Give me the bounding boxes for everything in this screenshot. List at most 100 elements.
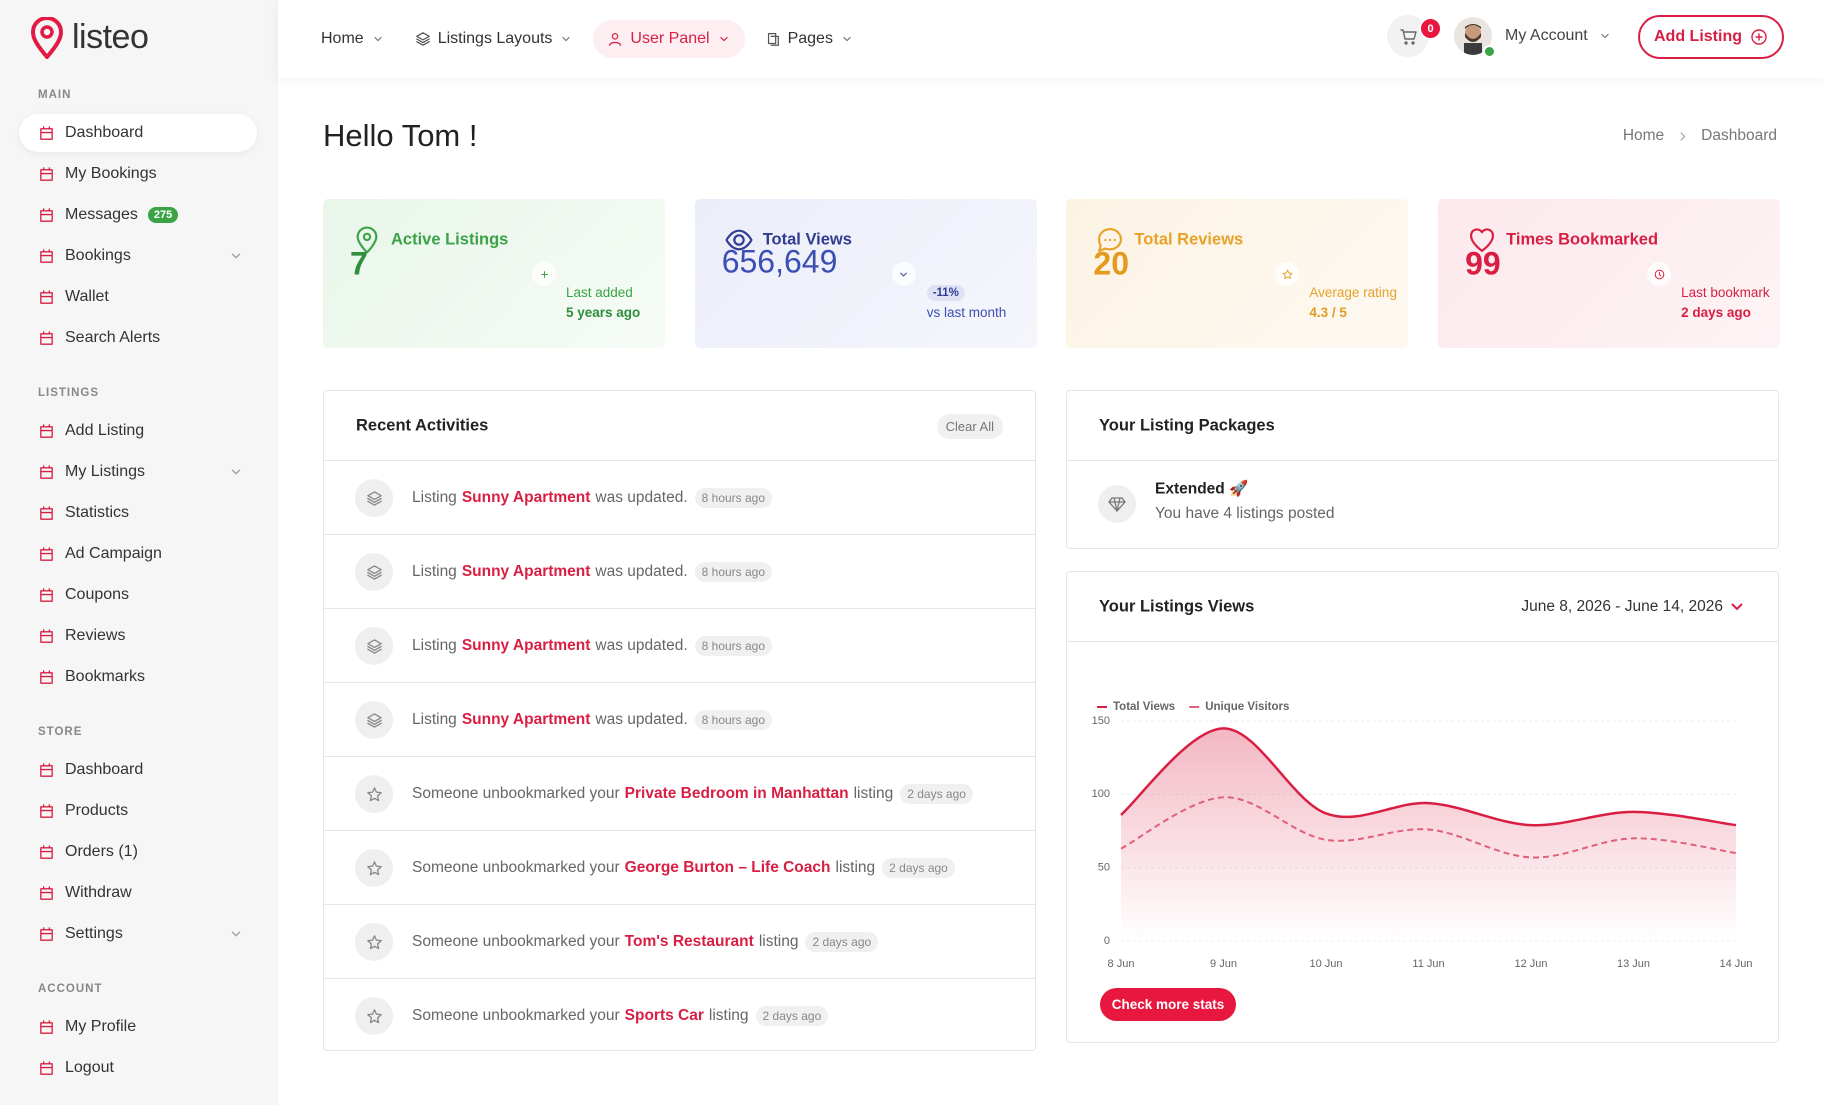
sidebar-item[interactable]: My Profile [38,1018,136,1036]
sidebar-item[interactable]: My Listings [38,463,145,481]
sidebar-item[interactable]: Withdraw [38,884,132,902]
breadcrumb-item[interactable]: Home [1622,127,1665,144]
sidebar-label: Statistics [65,504,130,521]
page-title: Hello Tom ! [323,118,478,153]
icon-part [40,207,53,222]
stat-note-label: Last bookmark [1681,285,1770,300]
sidebar-item[interactable]: Reviews [38,627,125,645]
divider [1067,641,1778,642]
icon-part [1465,25,1481,41]
activity-icon [355,553,393,591]
x-tick-label: 14 Jun [1719,958,1752,970]
icon [228,464,244,480]
icon-part [40,166,53,181]
sidebar-item[interactable]: Statistics [38,504,129,522]
icon-part [40,762,53,777]
activity-prefix: Someone unbookmarked your [412,933,620,950]
activity-time: 2 days ago [805,932,879,952]
account-menu[interactable]: My Account [1505,27,1612,45]
nav-item[interactable]: Listings Layouts [415,30,574,48]
activity-link[interactable]: Private Bedroom in Manhattan [624,785,849,802]
activity-row: Someone unbookmarked your Sports Car listi… [324,978,1035,1052]
icon-part [40,125,53,140]
icon [366,712,383,729]
activity-time: 8 hours ago [694,636,773,656]
sidebar-item[interactable]: Settings [38,925,123,943]
line [1120,727,1737,827]
account-label: My Account [1505,27,1588,44]
icon-part [719,36,728,42]
badge: 275 [147,207,179,223]
icon-part [366,786,382,801]
icon [38,1060,55,1077]
activity-link[interactable]: Sunny Apartment [461,711,591,728]
activity-link[interactable]: Tom's Restaurant [624,933,754,950]
sidebar-label: Withdraw [65,884,132,901]
icon-part [40,505,53,520]
activity-link[interactable]: Sports Car [624,1007,704,1024]
activity-link[interactable]: George Burton – Life Coach [624,859,831,876]
icon [1096,226,1124,254]
icon-part [366,934,382,949]
sidebar-item[interactable]: Logout [38,1059,114,1077]
icon [38,166,55,183]
clear-all-button[interactable]: Clear All [936,414,1003,439]
activity-time: 2 days ago [900,784,973,804]
sidebar-item[interactable]: Orders (1) [38,843,138,861]
sidebar-item[interactable]: Products [38,802,128,820]
brand-name[interactable]: listeo [72,18,149,56]
activity-text: Listing Sunny Apartment was updated. 8 hour… [412,710,773,730]
section-title: STORE [38,726,83,738]
activity-icon [355,775,393,813]
icon-part [40,289,53,304]
activity-row: Someone unbookmarked your Private Bedroom… [324,756,1035,830]
sidebar-item[interactable]: Bookings [38,247,131,265]
activity-link[interactable]: Sunny Apartment [461,563,591,580]
icon [38,464,55,481]
sidebar-label: My Listings [65,463,146,480]
icon-part [366,860,382,875]
stat-note-icon [891,262,916,286]
nav-item[interactable]: Home [321,30,385,48]
sidebar-item[interactable]: My Bookings [38,165,157,183]
icon [38,1019,55,1036]
nav-item[interactable]: User Panel [593,20,745,58]
icon-part [415,32,430,46]
icon-part [40,464,53,479]
activity-time: 2 days ago [755,1006,829,1026]
active-highlight [19,114,257,152]
sidebar-item[interactable]: Add Listing [38,422,144,440]
activity-prefix: Someone unbookmarked your [412,859,620,876]
icon [415,31,431,47]
activity-icon [355,849,393,887]
sidebar-item[interactable]: Dashboard [38,761,143,779]
icon-part [356,226,378,254]
check-stats-button[interactable]: Check more stats [1100,988,1236,1021]
icon [717,32,731,46]
icon [38,762,55,779]
sidebar-item[interactable]: Ad Campaign [38,545,162,563]
sidebar-item[interactable]: Dashboard [38,124,143,142]
stat-note-value: 2 days ago [1681,305,1751,320]
sidebar-item[interactable]: Bookmarks [38,668,145,686]
activity-link[interactable]: Sunny Apartment [461,489,591,506]
sidebar-item[interactable]: Coupons [38,586,129,604]
sidebar-item[interactable]: Search Alerts [38,329,160,347]
y-tick-label: 100 [1092,788,1110,800]
icon [366,638,383,655]
icon-part [1282,269,1293,279]
sidebar-label: Products [65,802,129,819]
nav-item[interactable]: Pages [765,30,854,48]
icon-part [40,844,53,859]
icon-part [366,712,382,728]
add-listing-button[interactable]: Add Listing [1638,15,1784,59]
sidebar-item[interactable]: Messages 275 [38,206,179,224]
activity-suffix: listing [758,933,799,950]
online-dot [1483,45,1496,58]
activity-link[interactable]: Sunny Apartment [461,637,591,654]
date-range-picker[interactable]: June 8, 2026 - June 14, 2026 [1521,598,1743,616]
sidebar-label: Add Listing [65,422,145,439]
legend-label: Unique Visitors [1205,701,1289,713]
sidebar-item[interactable]: Wallet [38,288,109,306]
